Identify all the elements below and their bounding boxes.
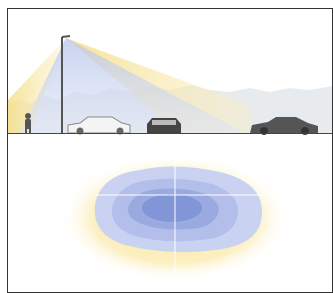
contour-4 bbox=[142, 194, 202, 222]
car-2 bbox=[147, 118, 181, 133]
page bbox=[0, 0, 333, 293]
lamp-arm bbox=[62, 36, 70, 37]
illustration bbox=[0, 0, 333, 293]
